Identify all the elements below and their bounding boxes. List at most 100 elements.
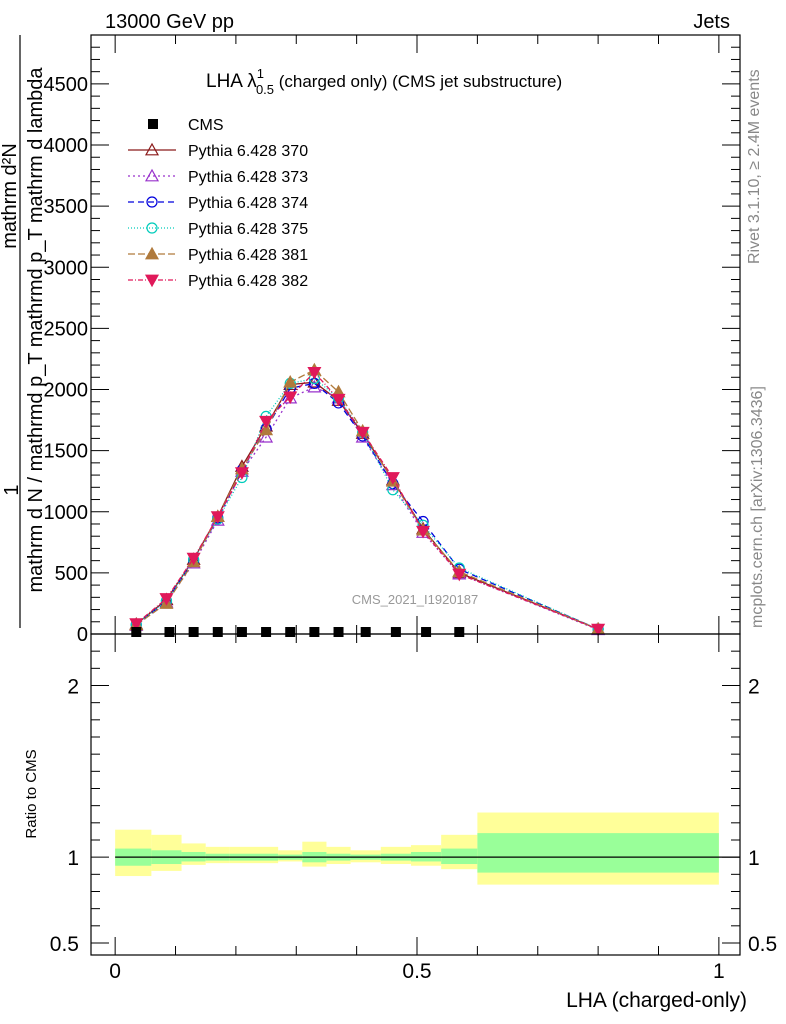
ratio-x-tick-label: 1 bbox=[713, 960, 725, 983]
series-point bbox=[234, 467, 249, 480]
series-point bbox=[259, 429, 274, 443]
cms-point bbox=[188, 627, 199, 637]
cms-point bbox=[131, 627, 142, 637]
legend-label: Pythia 6.428 381 bbox=[188, 247, 308, 264]
legend-entry: Pythia 6.428 373 bbox=[128, 168, 308, 186]
series-line bbox=[135, 386, 599, 631]
ratio-y-tick-label: 2 bbox=[67, 675, 79, 698]
cms-point bbox=[454, 627, 465, 637]
y-tick-label: 2500 bbox=[44, 318, 89, 340]
ratio-y-tick-label: 1 bbox=[67, 847, 79, 870]
series-point bbox=[129, 618, 144, 631]
y-tick-label: 2000 bbox=[44, 380, 89, 402]
legend-marker bbox=[146, 196, 158, 208]
legend-entry: Pythia 6.428 374 bbox=[128, 195, 308, 212]
main-y-axis: 0 500 1000 1500 2000 2500 3000 3500 4000 4500 bbox=[44, 34, 740, 646]
series-point bbox=[331, 393, 346, 407]
cms-point bbox=[212, 627, 223, 637]
series-point bbox=[355, 426, 370, 440]
series-point bbox=[452, 568, 467, 582]
y-tick-label: 4000 bbox=[44, 135, 89, 157]
series-point bbox=[591, 623, 606, 637]
series-line bbox=[135, 369, 599, 630]
cms-point bbox=[164, 627, 175, 637]
ratio-x-tick-label: 0.5 bbox=[402, 960, 431, 983]
legend-entry: Pythia 6.428 375 bbox=[128, 221, 308, 238]
main-y-label: 1 mathrm d N / mathrmd p_T mathrmd p_T m… bbox=[0, 35, 47, 628]
y-tick-label: 500 bbox=[55, 563, 88, 585]
series-point bbox=[307, 366, 322, 380]
legend-entry: Pythia 6.428 382 bbox=[128, 273, 308, 290]
y-label-top: mathrm d²N bbox=[0, 143, 21, 249]
ratio-x-tick-label: 0 bbox=[109, 960, 121, 983]
series-point bbox=[186, 552, 201, 566]
watermark-label: CMS_2021_I1920187 bbox=[352, 592, 479, 607]
ratio-y-tick-label: 0.5 bbox=[50, 933, 79, 956]
cms-point bbox=[261, 627, 272, 637]
mcplots-label: mcplots.cern.ch [arXiv:1306.3436] bbox=[749, 386, 766, 628]
energy-label: 13000 GeV pp bbox=[105, 11, 234, 33]
plot-title-rest: (charged only) (CMS jet substructure) bbox=[274, 72, 562, 91]
plot-title-main: LHA λ bbox=[206, 71, 257, 92]
stat-uncertainty-band bbox=[441, 848, 478, 865]
legend-marker bbox=[144, 246, 160, 260]
ratio-y-tick-label-right: 0.5 bbox=[748, 933, 777, 956]
series-point bbox=[416, 525, 431, 539]
legend: CMS Pythia 6.428 370 Pythia 6.428 373 Pythi… bbox=[128, 117, 308, 290]
cms-point bbox=[390, 627, 401, 637]
plot-title-sub: 0.5 bbox=[256, 82, 274, 97]
legend-marker bbox=[144, 142, 160, 156]
stat-uncertainty-band bbox=[477, 833, 719, 873]
series-pythia-6-428-382 bbox=[129, 366, 606, 637]
cms-point bbox=[236, 627, 247, 637]
y-tick-label: 3000 bbox=[44, 257, 89, 279]
cms-point bbox=[421, 627, 432, 637]
ratio-plot-frame bbox=[90, 633, 741, 956]
series-point bbox=[259, 415, 274, 429]
series-line bbox=[135, 371, 599, 630]
y-tick-label: 0 bbox=[77, 624, 88, 646]
y-label-numerator: 1 bbox=[1, 484, 23, 495]
legend-marker bbox=[146, 222, 158, 234]
series-point bbox=[259, 422, 274, 436]
legend-marker bbox=[144, 168, 160, 182]
legend-entry: Pythia 6.428 370 bbox=[128, 142, 308, 160]
cms-data-points bbox=[131, 627, 465, 637]
legend-entry: Pythia 6.428 381 bbox=[128, 246, 308, 264]
legend-label: Pythia 6.428 375 bbox=[188, 221, 308, 238]
legend-label: Pythia 6.428 374 bbox=[188, 195, 308, 212]
ratio-uncertainty-bands bbox=[115, 812, 719, 885]
legend-label: Pythia 6.428 373 bbox=[188, 169, 308, 186]
legend-label: Pythia 6.428 370 bbox=[188, 143, 308, 160]
ratio-y-tick-label-right: 2 bbox=[748, 675, 760, 698]
process-label: Jets bbox=[693, 11, 730, 33]
main-x-axis bbox=[114, 35, 720, 634]
series-point bbox=[283, 374, 298, 388]
rivet-label: Rivet 3.1.10, ≥ 2.4M events bbox=[746, 69, 763, 264]
cms-point bbox=[285, 627, 296, 637]
series-point bbox=[283, 391, 298, 405]
ratio-x-axis: 0 0.5 1 bbox=[109, 634, 725, 983]
legend-label: Pythia 6.428 382 bbox=[188, 273, 308, 290]
legend-marker-cms bbox=[148, 119, 158, 129]
cms-point bbox=[309, 627, 320, 637]
plot-title-sup: 1 bbox=[257, 66, 264, 81]
ratio-y-tick-label-right: 1 bbox=[748, 847, 760, 870]
y-tick-label: 1000 bbox=[44, 502, 89, 524]
legend-label-cms: CMS bbox=[188, 117, 224, 134]
cms-point bbox=[360, 627, 371, 637]
y-tick-label: 1500 bbox=[44, 441, 89, 463]
legend-marker bbox=[144, 274, 160, 288]
y-label-denominator: mathrm d N / mathrmd p_T mathrmd p_T mat… bbox=[25, 67, 47, 593]
series-point bbox=[210, 511, 225, 524]
legend-entry-cms: CMS bbox=[148, 117, 224, 134]
main-plot-panel: 0 500 1000 1500 2000 2500 3000 3500 4000 4500 CMS… bbox=[44, 34, 741, 646]
series-point bbox=[385, 472, 400, 485]
cms-point bbox=[333, 627, 344, 637]
ratio-y-axis: 0.5 0.5 1 1 2 2 bbox=[50, 650, 777, 956]
y-tick-label: 3500 bbox=[44, 196, 89, 218]
y-tick-label: 4500 bbox=[44, 74, 89, 96]
plot-title: LHA λ1 0.5 (charged only) (CMS jet substr… bbox=[206, 66, 562, 97]
series-point bbox=[159, 593, 174, 606]
